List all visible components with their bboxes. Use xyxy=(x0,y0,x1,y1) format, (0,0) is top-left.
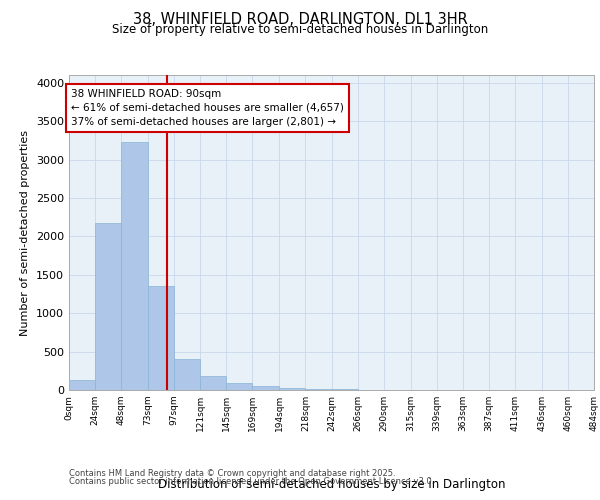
Text: 38 WHINFIELD ROAD: 90sqm
← 61% of semi-detached houses are smaller (4,657)
37% o: 38 WHINFIELD ROAD: 90sqm ← 61% of semi-d… xyxy=(71,89,344,127)
Bar xyxy=(200,376,226,390)
Bar xyxy=(174,360,200,390)
Bar xyxy=(121,142,148,390)
Bar xyxy=(305,389,332,390)
Bar xyxy=(148,286,174,390)
Text: Contains HM Land Registry data © Crown copyright and database right 2025.: Contains HM Land Registry data © Crown c… xyxy=(69,468,395,477)
Bar xyxy=(69,380,95,390)
Text: Contains public sector information licensed under the Open Government Licence v3: Contains public sector information licen… xyxy=(69,477,434,486)
Bar xyxy=(226,383,253,390)
Text: 38, WHINFIELD ROAD, DARLINGTON, DL1 3HR: 38, WHINFIELD ROAD, DARLINGTON, DL1 3HR xyxy=(133,12,467,28)
Y-axis label: Number of semi-detached properties: Number of semi-detached properties xyxy=(20,130,31,336)
X-axis label: Distribution of semi-detached houses by size in Darlington: Distribution of semi-detached houses by … xyxy=(158,478,505,492)
Bar xyxy=(95,224,121,390)
Bar xyxy=(253,386,280,390)
Bar xyxy=(280,388,305,390)
Text: Size of property relative to semi-detached houses in Darlington: Size of property relative to semi-detach… xyxy=(112,22,488,36)
